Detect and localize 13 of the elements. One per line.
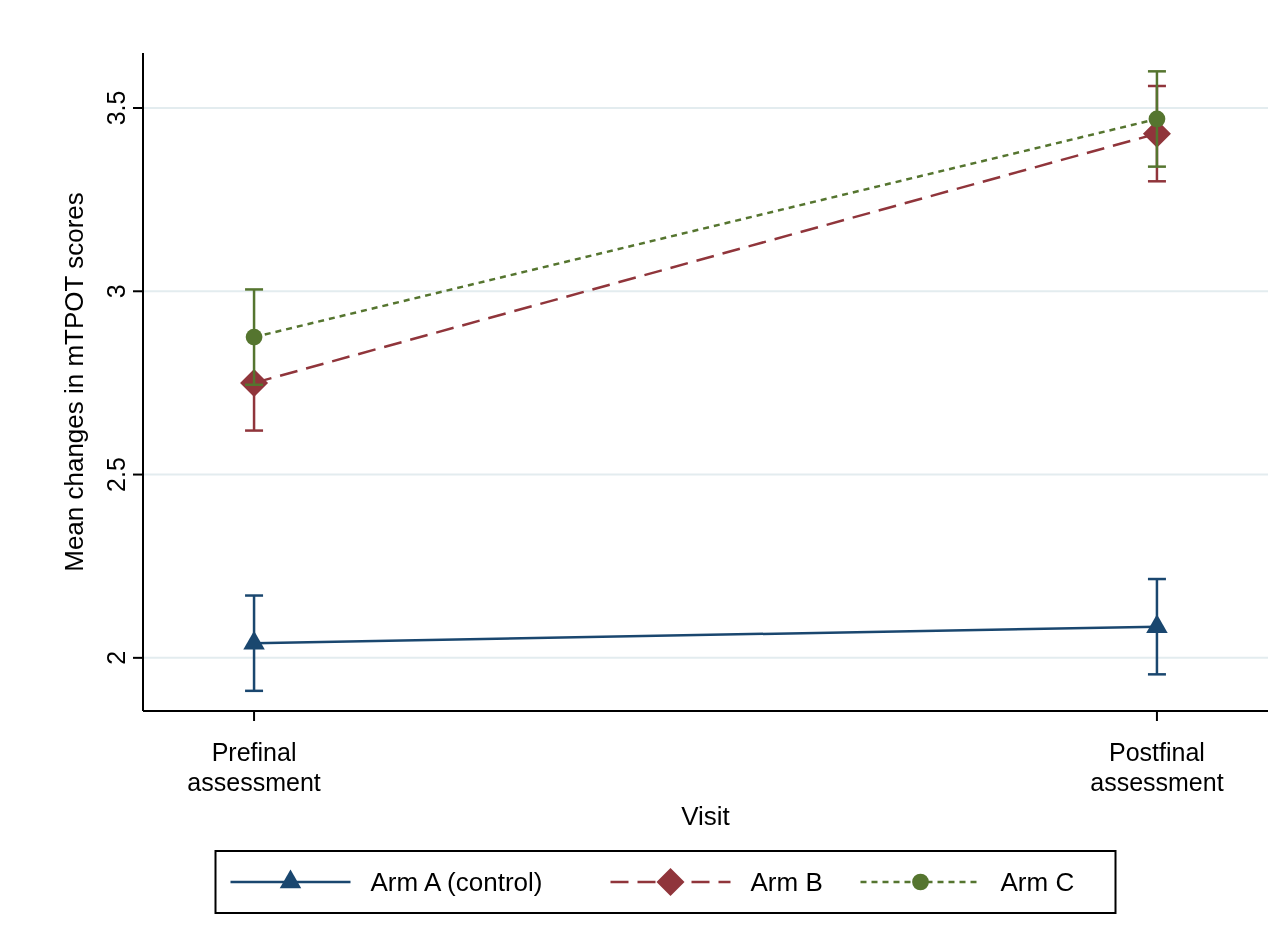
x-tick-label: Postfinal assessment — [1090, 738, 1224, 796]
legend-label: Arm C — [1000, 867, 1075, 897]
y-tick-label: 2 — [102, 650, 130, 665]
x-axis-title: Visit — [681, 801, 731, 831]
point — [1148, 110, 1166, 128]
y-tick-label: 3 — [102, 284, 130, 299]
x-tick-label: Prefinal assessment — [187, 738, 321, 796]
y-axis-title: Mean changes in mTPOT scores — [59, 192, 89, 572]
legend-label: Arm A (control) — [370, 867, 543, 897]
y-tick-label: 2.5 — [102, 457, 130, 492]
y-tick-label: 3.5 — [102, 90, 130, 126]
point — [245, 328, 263, 346]
legend-label: Arm B — [750, 867, 823, 897]
